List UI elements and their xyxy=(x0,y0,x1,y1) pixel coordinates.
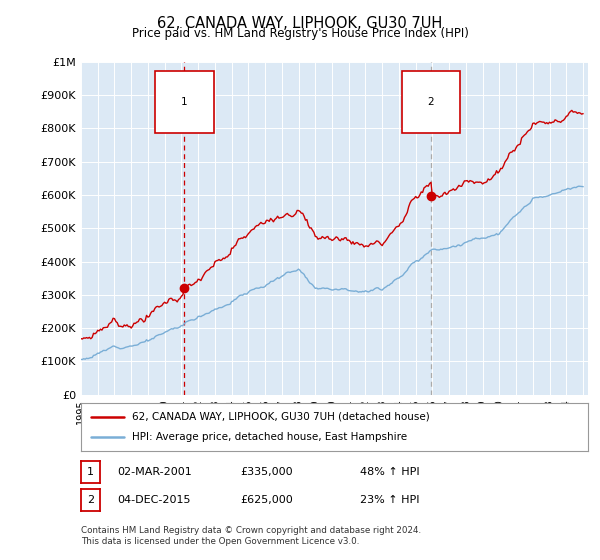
Text: Contains HM Land Registry data © Crown copyright and database right 2024.
This d: Contains HM Land Registry data © Crown c… xyxy=(81,526,421,546)
Text: 62, CANADA WAY, LIPHOOK, GU30 7UH (detached house): 62, CANADA WAY, LIPHOOK, GU30 7UH (detac… xyxy=(132,412,430,422)
Text: £335,000: £335,000 xyxy=(240,467,293,477)
Text: 1: 1 xyxy=(181,96,188,106)
Text: 2: 2 xyxy=(87,495,94,505)
Text: 04-DEC-2015: 04-DEC-2015 xyxy=(117,495,191,505)
Text: Price paid vs. HM Land Registry's House Price Index (HPI): Price paid vs. HM Land Registry's House … xyxy=(131,27,469,40)
Text: HPI: Average price, detached house, East Hampshire: HPI: Average price, detached house, East… xyxy=(132,432,407,442)
Text: 62, CANADA WAY, LIPHOOK, GU30 7UH: 62, CANADA WAY, LIPHOOK, GU30 7UH xyxy=(157,16,443,31)
Text: 48% ↑ HPI: 48% ↑ HPI xyxy=(360,467,419,477)
Text: 02-MAR-2001: 02-MAR-2001 xyxy=(117,467,192,477)
Text: 23% ↑ HPI: 23% ↑ HPI xyxy=(360,495,419,505)
Text: 2: 2 xyxy=(428,96,434,106)
Text: 1: 1 xyxy=(87,467,94,477)
Text: £625,000: £625,000 xyxy=(240,495,293,505)
